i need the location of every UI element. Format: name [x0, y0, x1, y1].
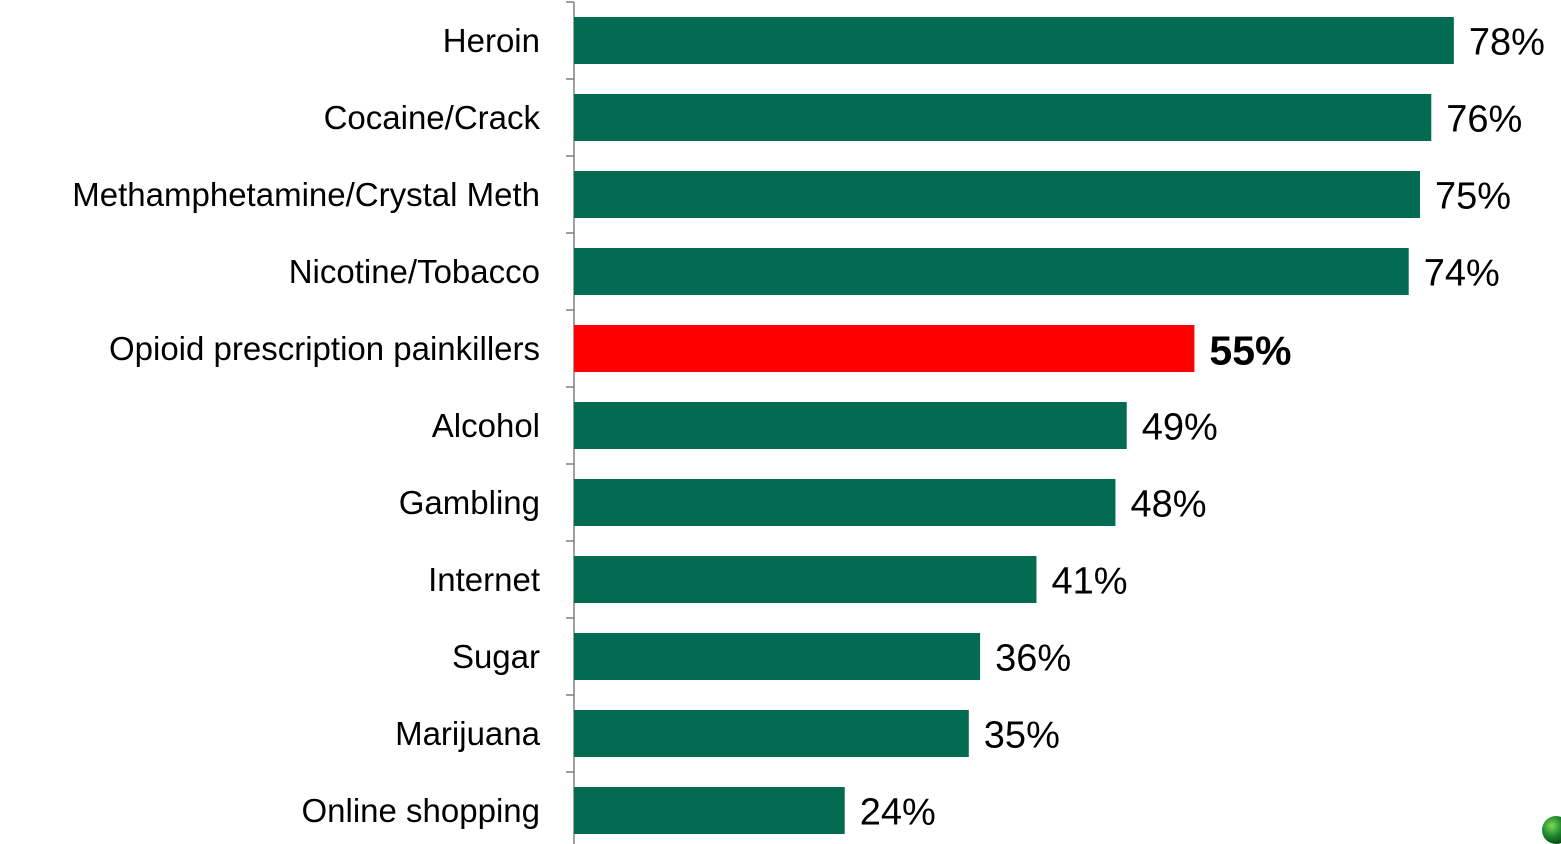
category-label: Cocaine/Crack: [324, 99, 541, 136]
value-label: 55%: [1209, 328, 1291, 374]
value-labels: 78% 76% 75% 74% 55% 49% 48%41% 36% 35% 24%: [860, 22, 1545, 834]
bar-internet: [574, 556, 1037, 603]
bar-heroin: [574, 17, 1454, 64]
category-label: Sugar: [452, 638, 540, 675]
value-label: 24%: [860, 792, 936, 834]
value-label: 76%: [1446, 99, 1522, 141]
category-label: Opioid prescription painkillers: [109, 330, 540, 367]
category-label: Marijuana: [395, 715, 541, 752]
category-label: Internet: [428, 561, 540, 598]
bar-alcohol: [574, 402, 1127, 449]
value-label: 35%: [984, 715, 1060, 757]
y-axis: [566, 1, 575, 844]
bar-opioid-prescription-painkillers: [574, 325, 1195, 372]
category-label: Methamphetamine/Crystal Meth: [72, 176, 540, 213]
value-label: 74%: [1424, 253, 1500, 295]
category-label: Alcohol: [432, 407, 540, 444]
bar-methamphetamine-crystal-meth: [574, 171, 1420, 218]
bar-cocaine-crack: [574, 94, 1432, 141]
category-labels: Heroin Cocaine/Crack Methamphetamine/Cryst…: [72, 22, 540, 829]
bar-marijuana: [574, 710, 969, 757]
category-label: Online shopping: [301, 792, 540, 829]
category-label: Gambling: [399, 484, 540, 521]
bar-gambling: [574, 479, 1116, 526]
bars: [574, 17, 1454, 834]
category-label: Heroin: [443, 22, 540, 59]
value-label: 41%: [1051, 561, 1127, 603]
category-label: Nicotine/Tobacco: [289, 253, 540, 290]
value-label: 36%: [995, 638, 1071, 680]
green-sphere-icon: [1542, 816, 1561, 844]
bar-sugar: [574, 633, 981, 680]
value-label: 48%: [1130, 484, 1206, 526]
bar-nicotine-tobacco: [574, 248, 1409, 295]
bar-online-shopping: [574, 787, 845, 834]
value-label: 78%: [1469, 22, 1545, 64]
value-label: 75%: [1435, 176, 1511, 218]
value-label: 49%: [1142, 407, 1218, 449]
